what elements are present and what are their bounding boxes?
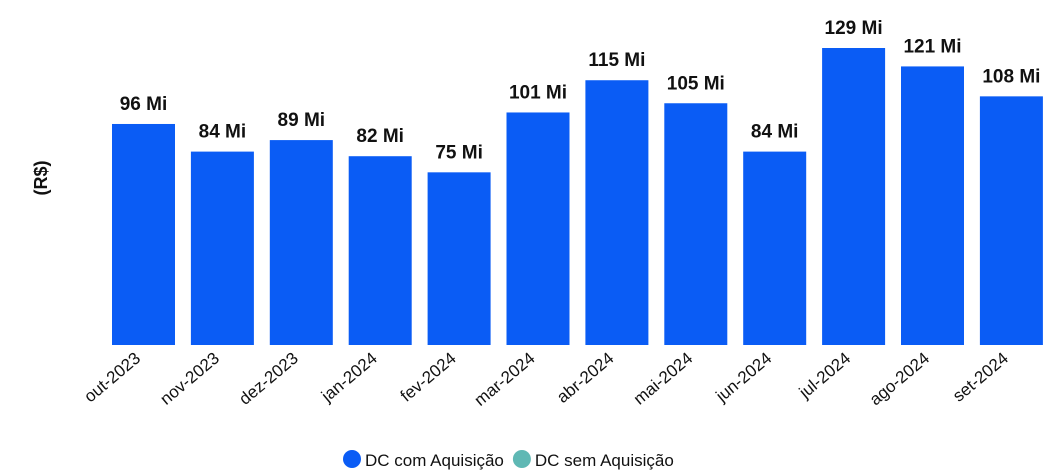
bar xyxy=(112,123,175,345)
x-tick-label: ago-2024 xyxy=(866,349,933,410)
x-tick-label: fev-2024 xyxy=(397,349,460,406)
x-tick-label: mai-2024 xyxy=(630,349,697,409)
bar xyxy=(585,80,649,346)
value-label: 96 Mi xyxy=(120,94,168,115)
value-label: 105 Mi xyxy=(667,73,725,94)
value-label: 84 Mi xyxy=(751,122,799,143)
value-label: 82 Mi xyxy=(356,126,404,147)
x-tick-label: jul-2024 xyxy=(795,349,854,403)
legend-label: DC com Aquisição xyxy=(365,451,504,470)
value-label: 84 Mi xyxy=(199,122,247,143)
value-label: 75 Mi xyxy=(435,142,483,163)
value-label: 108 Mi xyxy=(982,66,1040,87)
x-tick-label: out-2023 xyxy=(80,349,144,407)
bar xyxy=(506,112,570,345)
value-label: 129 Mi xyxy=(825,18,883,39)
x-tick-label: set-2024 xyxy=(949,349,1012,406)
value-label: 89 Mi xyxy=(278,110,326,131)
legend-label: DC sem Aquisição xyxy=(535,451,674,470)
bar xyxy=(979,96,1043,345)
value-label: 121 Mi xyxy=(903,36,961,57)
bar xyxy=(269,140,333,345)
x-tick-label: jan-2024 xyxy=(317,349,381,407)
value-label: 115 Mi xyxy=(588,50,645,71)
x-tick-label: nov-2023 xyxy=(156,349,223,409)
bar xyxy=(901,66,964,345)
bar xyxy=(822,48,886,345)
x-tick-label: dez-2023 xyxy=(235,349,302,409)
x-tick-label: mar-2024 xyxy=(471,349,539,410)
bar xyxy=(190,151,254,345)
value-label: 101 Mi xyxy=(509,82,567,103)
bar xyxy=(743,151,807,345)
bar xyxy=(664,103,728,345)
legend-marker xyxy=(512,450,531,468)
x-tick-label: abr-2024 xyxy=(553,349,617,407)
bar xyxy=(427,172,491,345)
legend-marker xyxy=(343,450,361,468)
bar xyxy=(348,156,412,345)
y-axis-label: (R$) xyxy=(31,160,51,195)
x-tick-label: jun-2024 xyxy=(712,349,776,407)
